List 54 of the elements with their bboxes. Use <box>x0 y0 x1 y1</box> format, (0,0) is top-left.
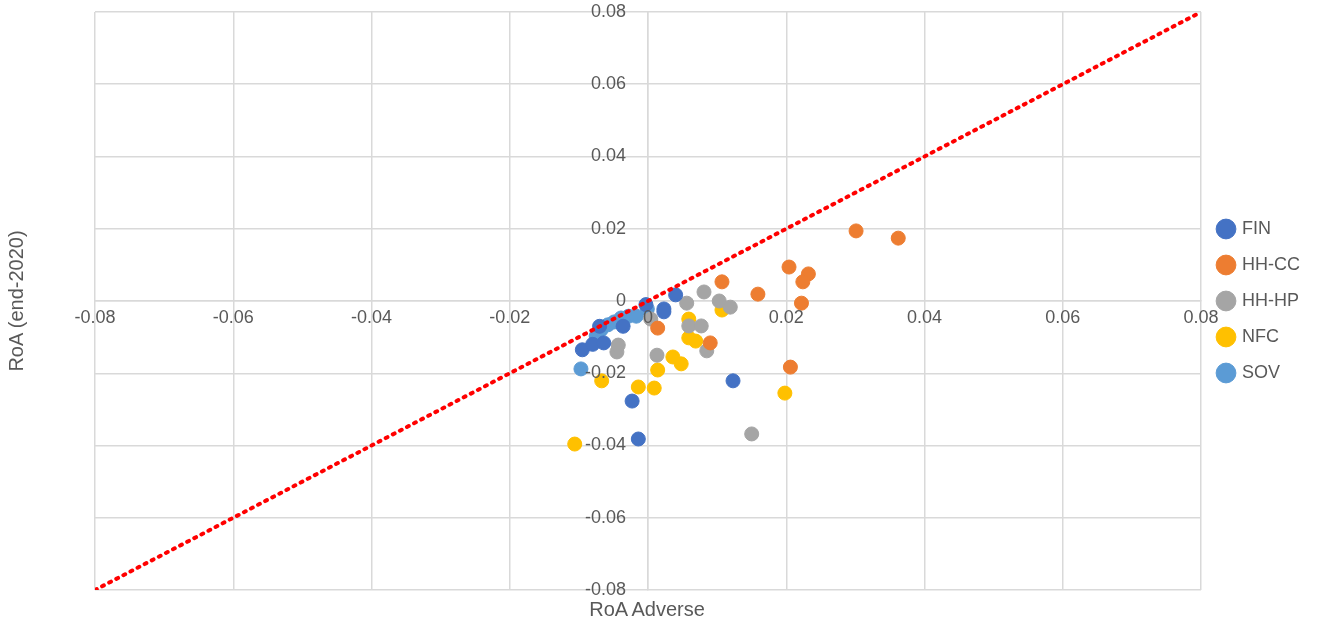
point <box>630 431 646 447</box>
point <box>679 295 695 311</box>
point <box>624 393 640 409</box>
point <box>795 274 811 290</box>
point <box>848 223 864 239</box>
legend-label: SOV <box>1242 361 1281 382</box>
point <box>615 318 631 334</box>
x-tick-label: -0.04 <box>350 306 393 327</box>
point <box>567 436 583 452</box>
legend-label: NFC <box>1242 325 1280 346</box>
y-tick-label: 0.06 <box>590 73 626 94</box>
y-axis-title: RoA (end-2020) <box>4 230 28 372</box>
point <box>750 286 766 302</box>
point <box>744 426 760 442</box>
point <box>646 380 662 396</box>
y-tick-label: -0.06 <box>584 506 626 527</box>
y-tick-label: 0.08 <box>590 0 626 21</box>
point <box>714 274 730 290</box>
point <box>668 287 684 303</box>
point <box>722 299 738 315</box>
y-tick-label: -0.08 <box>584 578 626 599</box>
point <box>688 333 704 349</box>
x-tick-label: 0.06 <box>1045 306 1081 327</box>
point <box>711 293 727 309</box>
x-tick-label: 0 <box>643 306 654 327</box>
point <box>630 379 646 395</box>
x-tick-label: -0.02 <box>489 306 531 327</box>
y-tick-label: -0.04 <box>584 434 626 455</box>
legend-label: HH-CC <box>1242 253 1301 274</box>
legend-label: FIN <box>1242 217 1272 238</box>
point <box>696 284 712 300</box>
point <box>693 318 709 334</box>
x-tick-label: -0.06 <box>212 306 254 327</box>
x-tick-label: -0.08 <box>74 306 116 327</box>
point <box>650 362 666 378</box>
x-tick-label: 0.04 <box>906 306 943 327</box>
point <box>781 259 797 275</box>
legend-label: HH-HP <box>1242 289 1300 310</box>
y-tick-label: 0 <box>615 289 626 310</box>
y-tick-label: 0.02 <box>590 217 626 238</box>
x-tick-label: 0.08 <box>1183 306 1219 327</box>
point <box>725 373 741 389</box>
x-tick-label: 0.02 <box>768 306 804 327</box>
y-tick-label: 0.04 <box>590 145 626 166</box>
point <box>702 335 718 351</box>
point <box>890 230 906 246</box>
x-axis-title: RoA Adverse <box>589 598 705 621</box>
point <box>777 385 793 401</box>
point <box>681 318 697 334</box>
point <box>649 347 665 363</box>
point <box>782 359 798 375</box>
point <box>673 356 689 372</box>
point <box>596 335 612 351</box>
point <box>793 295 809 311</box>
